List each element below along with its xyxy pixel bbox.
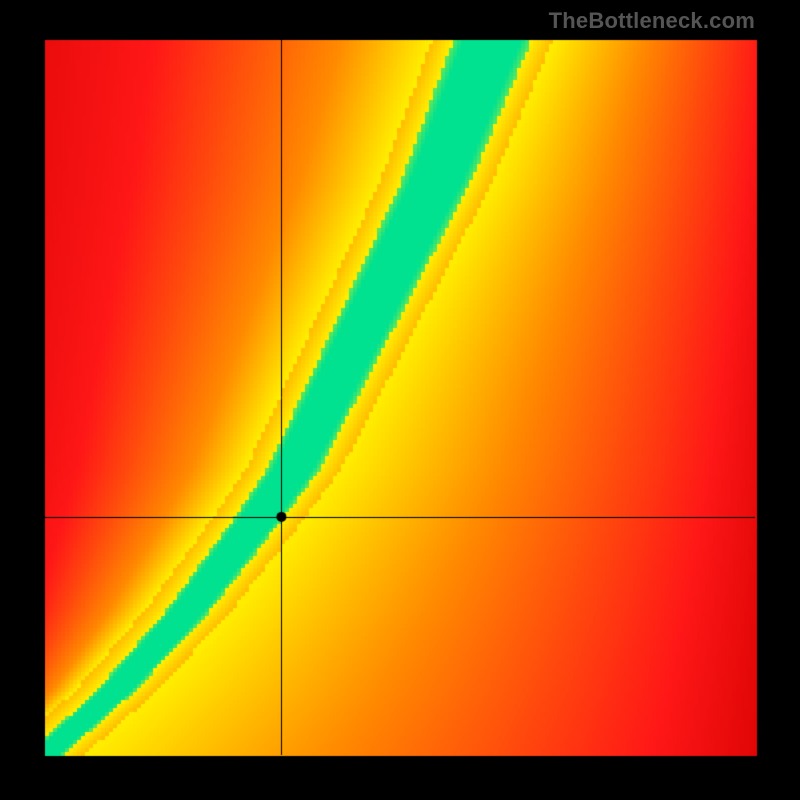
bottleneck-heatmap-canvas xyxy=(0,0,800,800)
chart-wrapper: TheBottleneck.com xyxy=(0,0,800,800)
attribution-label: TheBottleneck.com xyxy=(549,8,755,34)
